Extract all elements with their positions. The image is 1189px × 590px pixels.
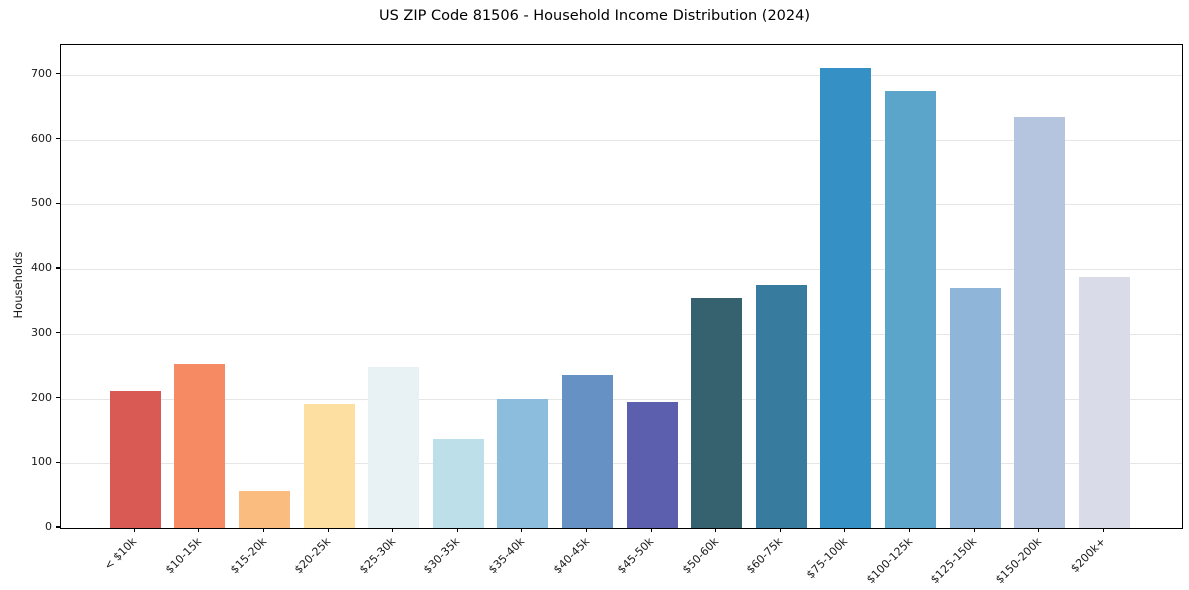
y-tick-mark <box>55 332 60 334</box>
x-tick-mark <box>585 528 588 533</box>
y-tick-mark <box>55 461 60 463</box>
x-tick-mark <box>844 528 846 533</box>
bar <box>562 375 613 528</box>
bar <box>755 284 807 528</box>
bar <box>626 401 678 528</box>
y-axis-label: Households <box>11 251 25 318</box>
bar <box>174 364 226 528</box>
x-tick-mark <box>779 528 781 533</box>
y-tick-mark <box>55 137 60 140</box>
x-tick-mark <box>392 528 394 533</box>
x-tick-mark <box>198 528 200 533</box>
x-tick-mark <box>1038 528 1040 533</box>
bar <box>885 90 936 528</box>
gridline <box>61 269 1182 271</box>
x-tick-mark <box>521 528 523 533</box>
x-tick-mark <box>650 528 652 533</box>
gridline <box>61 463 1182 465</box>
x-tick-mark <box>262 528 265 533</box>
bar <box>820 68 872 528</box>
chart-title: US ZIP Code 81506 - Household Income Dis… <box>378 8 811 24</box>
x-tick-mark <box>908 528 911 533</box>
x-tick-mark <box>715 528 717 533</box>
plot-area <box>60 44 1183 529</box>
y-tick-label: 400 <box>31 261 52 275</box>
y-tick-mark <box>55 396 60 399</box>
x-tick-mark <box>133 528 135 533</box>
y-tick-mark <box>55 202 60 204</box>
y-tick-mark <box>55 73 60 75</box>
x-tick-mark <box>327 528 329 533</box>
y-tick-label: 300 <box>31 325 52 339</box>
gridline <box>61 398 1182 400</box>
y-tick-label: 500 <box>31 196 52 210</box>
gridline <box>61 333 1182 335</box>
bar <box>432 438 484 528</box>
x-tick-mark <box>1102 528 1104 533</box>
gridline <box>61 74 1182 76</box>
y-tick-mark <box>55 267 60 269</box>
bar <box>1078 277 1130 528</box>
bar <box>239 491 290 528</box>
bar <box>109 390 161 528</box>
bar <box>368 367 420 528</box>
x-tick-mark <box>456 528 458 533</box>
y-tick-label: 700 <box>31 66 52 80</box>
gridline <box>61 139 1182 141</box>
bar <box>1014 116 1066 528</box>
y-tick-label: 0 <box>45 520 52 533</box>
y-tick-mark <box>55 526 60 528</box>
x-tick-mark <box>973 528 975 533</box>
y-tick-label: 600 <box>31 131 52 145</box>
y-tick-label: 100 <box>31 455 52 469</box>
bar <box>949 288 1001 528</box>
bar <box>303 403 355 528</box>
x-tick-label: < $10k <box>101 535 140 573</box>
bar <box>691 297 743 528</box>
y-tick-label: 200 <box>31 390 52 404</box>
bar <box>497 398 549 528</box>
gridline <box>61 204 1182 206</box>
